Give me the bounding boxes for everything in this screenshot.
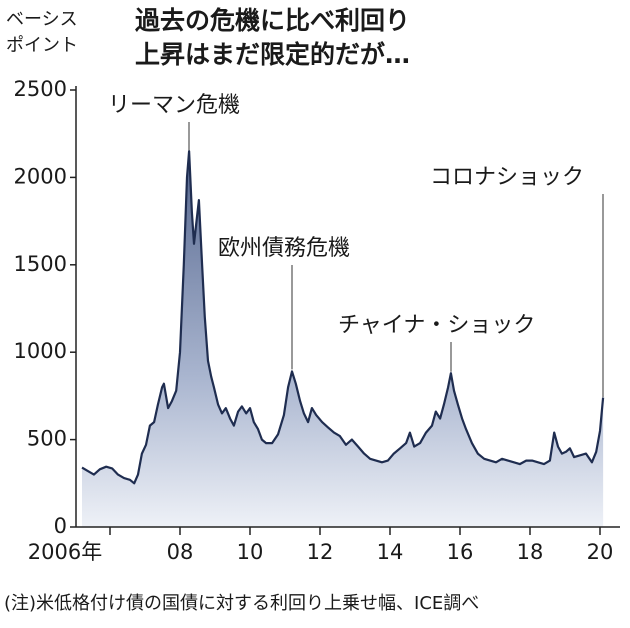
y-tick-label: 2500 bbox=[14, 77, 67, 101]
x-tick-label: 2006年 bbox=[28, 540, 102, 564]
x-tick-label: 14 bbox=[377, 540, 404, 564]
y-tick-label: 500 bbox=[27, 427, 67, 451]
x-tick-label: 12 bbox=[307, 540, 334, 564]
x-tick-label: 10 bbox=[237, 540, 264, 564]
y-tick-label: 1000 bbox=[14, 339, 67, 363]
note: (注)米低格付け債の国債に対する利回り上乗せ幅、ICE調べ bbox=[4, 593, 479, 614]
x-tick-label: 20 bbox=[587, 540, 614, 564]
line bbox=[81, 150, 605, 485]
y-tick-label: 0 bbox=[54, 514, 67, 538]
y-axis-label: ポイント bbox=[6, 35, 78, 56]
chart-title: 過去の危機に比べ利回り bbox=[135, 6, 410, 35]
x-tick-label: 08 bbox=[167, 540, 194, 564]
annotation: コロナショック bbox=[430, 165, 584, 190]
x-tick-label: 18 bbox=[517, 540, 544, 564]
y-tick-label: 2000 bbox=[14, 164, 67, 188]
annotation: チャイナ・ショック bbox=[338, 313, 535, 338]
annotation: リーマン危機 bbox=[108, 93, 240, 118]
x-tick-label: 16 bbox=[447, 540, 474, 564]
annotation: 欧州債務危機 bbox=[218, 236, 350, 261]
area bbox=[82, 151, 604, 527]
chart-title: 上昇はまだ限定的だが… bbox=[135, 40, 410, 69]
y-tick-label: 1500 bbox=[14, 252, 67, 276]
y-axis-label: ベーシス bbox=[6, 9, 78, 30]
